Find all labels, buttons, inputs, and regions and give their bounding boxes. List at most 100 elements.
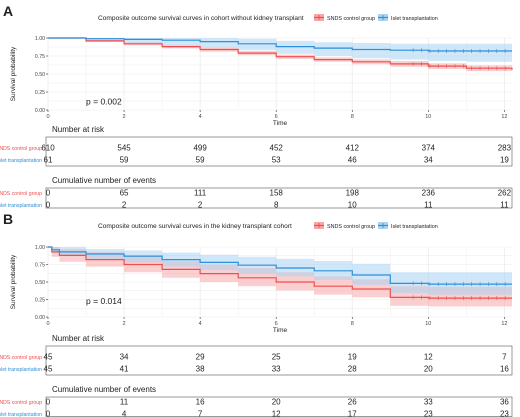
x-tick-label: 12 xyxy=(501,321,507,327)
table-row-label: Islet transplantation xyxy=(0,158,42,164)
table-title: Cumulative number of events xyxy=(52,385,156,394)
table-cell: 20 xyxy=(424,365,433,374)
p-value: p = 0.002 xyxy=(86,96,122,106)
table-cell: 610 xyxy=(41,144,55,153)
y-tick-label: 1.00 xyxy=(35,245,45,251)
x-tick-label: 10 xyxy=(425,114,431,120)
number-at-risk-table: Number at risk SNDS control group 610 545 49… xyxy=(0,125,513,167)
x-tick-label: 8 xyxy=(351,321,354,327)
x-tick-label: 10 xyxy=(425,321,431,327)
cumulative-events-table: Cumulative number of events SNDS control … xyxy=(0,385,513,417)
y-axis-label: Survival probability xyxy=(10,46,17,101)
table-cell: 0 xyxy=(46,201,51,210)
table-cell: 34 xyxy=(424,156,433,165)
y-tick-label: 0.25 xyxy=(35,298,45,304)
survival-curve-0 xyxy=(48,37,513,70)
x-tick-label: 0 xyxy=(46,321,49,327)
table-cell: 20 xyxy=(272,398,281,407)
table-cell: 29 xyxy=(196,353,205,362)
table-cell: 374 xyxy=(422,144,436,153)
table-cell: 45 xyxy=(44,353,53,362)
table-title: Number at risk xyxy=(52,125,105,134)
table-cell: 33 xyxy=(272,365,281,374)
table-cell: 4 xyxy=(122,410,127,417)
table-cell: 2 xyxy=(122,201,127,210)
survival-curve-1 xyxy=(48,37,512,52)
ci-band-1 xyxy=(48,38,512,63)
table-cell: 61 xyxy=(44,156,53,165)
table-cell: 283 xyxy=(498,144,512,153)
table-cell: 46 xyxy=(348,156,357,165)
table-cell: 12 xyxy=(424,353,433,362)
panel-label: B xyxy=(3,211,13,227)
y-tick-label: 0.25 xyxy=(35,90,45,96)
y-tick-label: 0.75 xyxy=(35,54,45,60)
legend-entry: SNDS control group xyxy=(327,16,375,22)
table-cell: 65 xyxy=(120,189,129,198)
x-tick-label: 8 xyxy=(351,114,354,120)
table-cell: 23 xyxy=(424,410,433,417)
y-tick-label: 0.50 xyxy=(35,72,45,78)
table-cell: 45 xyxy=(44,365,53,374)
table-cell: 0 xyxy=(46,398,51,407)
x-tick-label: 2 xyxy=(123,321,126,327)
panel-label: A xyxy=(3,3,13,19)
chart-title: Composite outcome survival curves in the… xyxy=(98,223,292,230)
table-frame xyxy=(45,345,513,376)
y-tick-label: 1.00 xyxy=(35,36,45,42)
table-row-label: SNDS control group xyxy=(0,191,42,197)
panel-a: A Composite outcome survival curves in co… xyxy=(0,3,513,210)
table-cell: 499 xyxy=(193,144,207,153)
legend-entry: Islet transplantation xyxy=(391,16,438,22)
table-cell: 59 xyxy=(196,156,205,165)
table-cell: 158 xyxy=(270,189,284,198)
table-cell: 33 xyxy=(424,398,433,407)
table-cell: 11 xyxy=(120,398,129,407)
table-cell: 16 xyxy=(500,365,509,374)
table-cell: 545 xyxy=(117,144,131,153)
table-cell: 25 xyxy=(272,353,281,362)
x-axis-label: Time xyxy=(273,327,288,334)
table-cell: 53 xyxy=(272,156,281,165)
table-cell: 198 xyxy=(346,189,360,198)
legend-entry: Islet transplantation xyxy=(391,224,438,230)
p-value: p = 0.014 xyxy=(86,296,122,306)
x-tick-label: 4 xyxy=(199,321,202,327)
y-tick-label: 0.00 xyxy=(35,108,45,114)
table-cell: 11 xyxy=(424,201,433,210)
table-frame xyxy=(45,187,513,209)
y-tick-label: 0.50 xyxy=(35,280,45,286)
table-cell: 41 xyxy=(120,365,129,374)
table-cell: 19 xyxy=(348,353,357,362)
table-cell: 262 xyxy=(498,189,512,198)
table-row-label: SNDS control group xyxy=(0,400,42,406)
table-cell: 0 xyxy=(46,189,51,198)
table-row-label: SNDS control group xyxy=(0,146,42,152)
table-row-label: Islet transplantation xyxy=(0,367,42,373)
cumulative-events-table: Cumulative number of events SNDS control … xyxy=(0,176,513,210)
table-cell: 412 xyxy=(346,144,360,153)
table-cell: 452 xyxy=(270,144,284,153)
x-tick-label: 12 xyxy=(501,114,507,120)
table-row-label: Islet transplantation xyxy=(0,203,42,209)
table-cell: 236 xyxy=(422,189,436,198)
table-frame xyxy=(45,136,513,167)
table-cell: 23 xyxy=(500,410,509,417)
survival-curve-0 xyxy=(48,246,512,299)
table-cell: 111 xyxy=(194,189,207,198)
table-cell: 8 xyxy=(274,201,279,210)
table-cell: 28 xyxy=(348,365,357,374)
table-cell: 16 xyxy=(196,398,205,407)
table-cell: 19 xyxy=(500,156,509,165)
x-tick-label: 0 xyxy=(46,114,49,120)
x-tick-label: 6 xyxy=(275,321,278,327)
table-cell: 26 xyxy=(348,398,357,407)
table-cell: 34 xyxy=(120,353,129,362)
table-cell: 2 xyxy=(198,201,203,210)
table-cell: 7 xyxy=(502,353,507,362)
y-tick-label: 0.00 xyxy=(35,315,45,321)
chart-title: Composite outcome survival curves in coh… xyxy=(98,15,304,22)
table-title: Number at risk xyxy=(52,334,105,343)
survival-curve-1 xyxy=(48,246,512,285)
table-cell: 12 xyxy=(272,410,281,417)
